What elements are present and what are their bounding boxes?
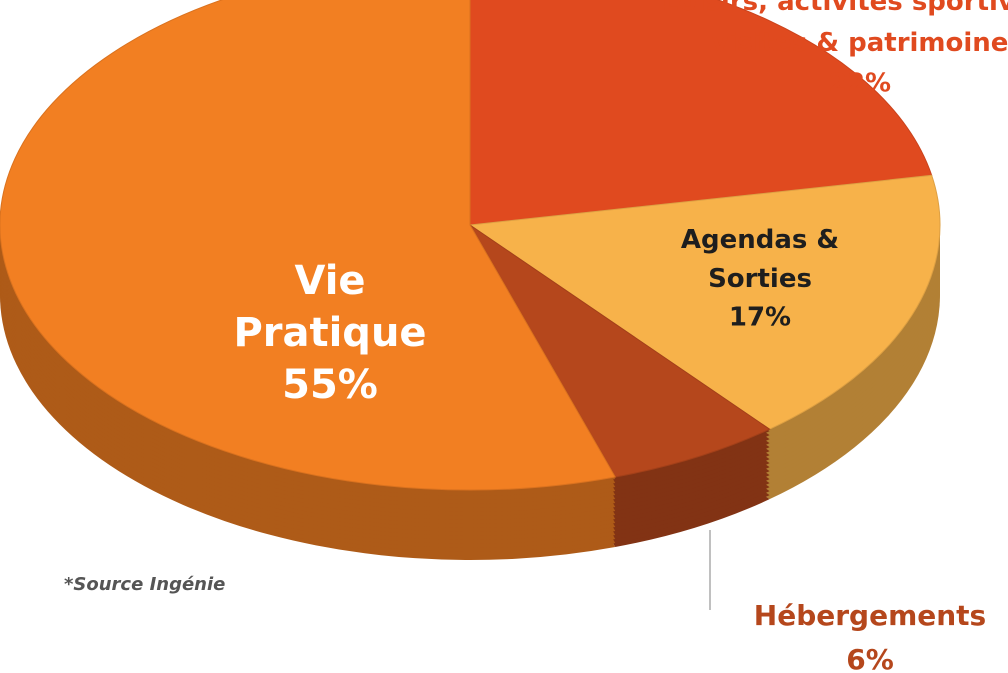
source-note: *Source Ingénie: [64, 574, 225, 595]
value-label: 22%: [829, 69, 891, 99]
slice-label: Hébergements: [754, 599, 986, 632]
slice: [468, 174, 941, 430]
slice: [0, 0, 617, 491]
slice-label: Agendas & Sorties: [681, 225, 839, 294]
slice-label: Loisirs, activités sportives,visites & p…: [662, 0, 1008, 58]
slice: [469, 0, 933, 226]
slice: [469, 224, 771, 478]
value-label: 17%: [729, 303, 791, 333]
value-label: 6%: [846, 643, 894, 673]
value-label: 55%: [282, 362, 378, 408]
slice-label: Vie Pratique: [233, 258, 426, 356]
